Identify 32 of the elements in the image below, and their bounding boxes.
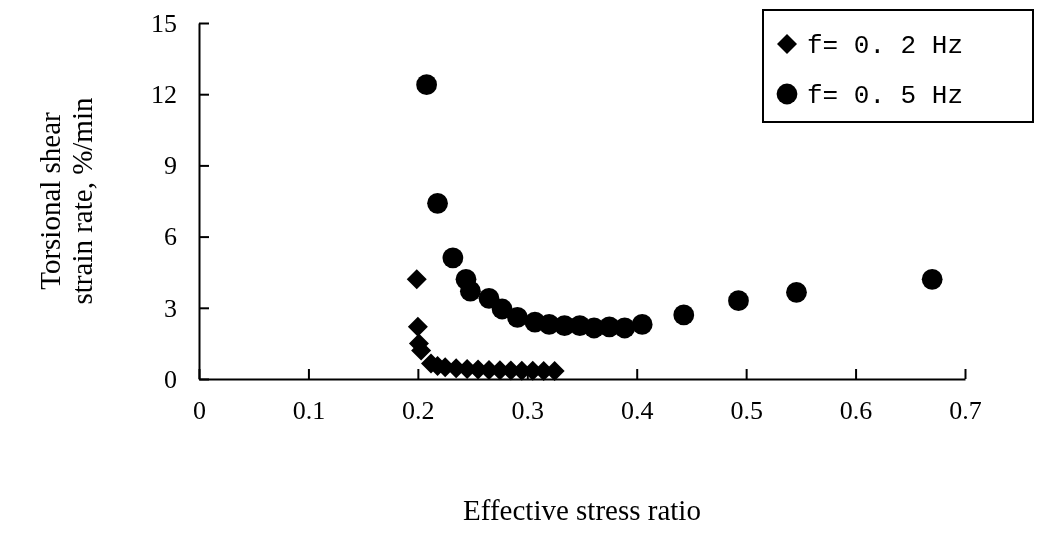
point <box>459 280 481 302</box>
point <box>786 281 807 303</box>
point <box>442 247 464 269</box>
x-tick-label: 0.7 <box>949 396 982 426</box>
y-tick-label: 0 <box>164 364 177 394</box>
point <box>631 314 653 335</box>
point <box>921 268 943 290</box>
y-tick-label: 9 <box>164 151 177 181</box>
point <box>728 290 749 312</box>
y-tick-label: 12 <box>151 80 177 110</box>
x-tick-label: 0.1 <box>292 396 326 426</box>
x-tick-label: 0 <box>193 396 206 426</box>
point <box>507 306 528 328</box>
point <box>614 317 636 339</box>
point <box>673 304 695 326</box>
y-tick-label: 15 <box>151 8 177 38</box>
legend-label: f= 0. 2 Hz <box>807 31 964 61</box>
x-tick-label: 0.2 <box>402 396 435 426</box>
point <box>406 269 427 290</box>
x-tick-label: 0.6 <box>839 396 873 426</box>
x-tick-label: 0.5 <box>730 396 763 426</box>
legend-label: f= 0. 5 Hz <box>807 81 964 111</box>
point <box>427 192 448 214</box>
point <box>416 74 438 96</box>
x-tick-label: 0.4 <box>620 396 654 426</box>
x-axis-title: Effective stress ratio <box>463 494 701 526</box>
x-tick-label: 0.3 <box>511 396 545 426</box>
point <box>491 298 513 320</box>
point <box>407 316 428 337</box>
y-tick-label: 3 <box>164 293 177 323</box>
y-tick-label: 6 <box>164 222 177 252</box>
y-axis-title: Torsional shear strain rate, %/min <box>34 97 98 305</box>
